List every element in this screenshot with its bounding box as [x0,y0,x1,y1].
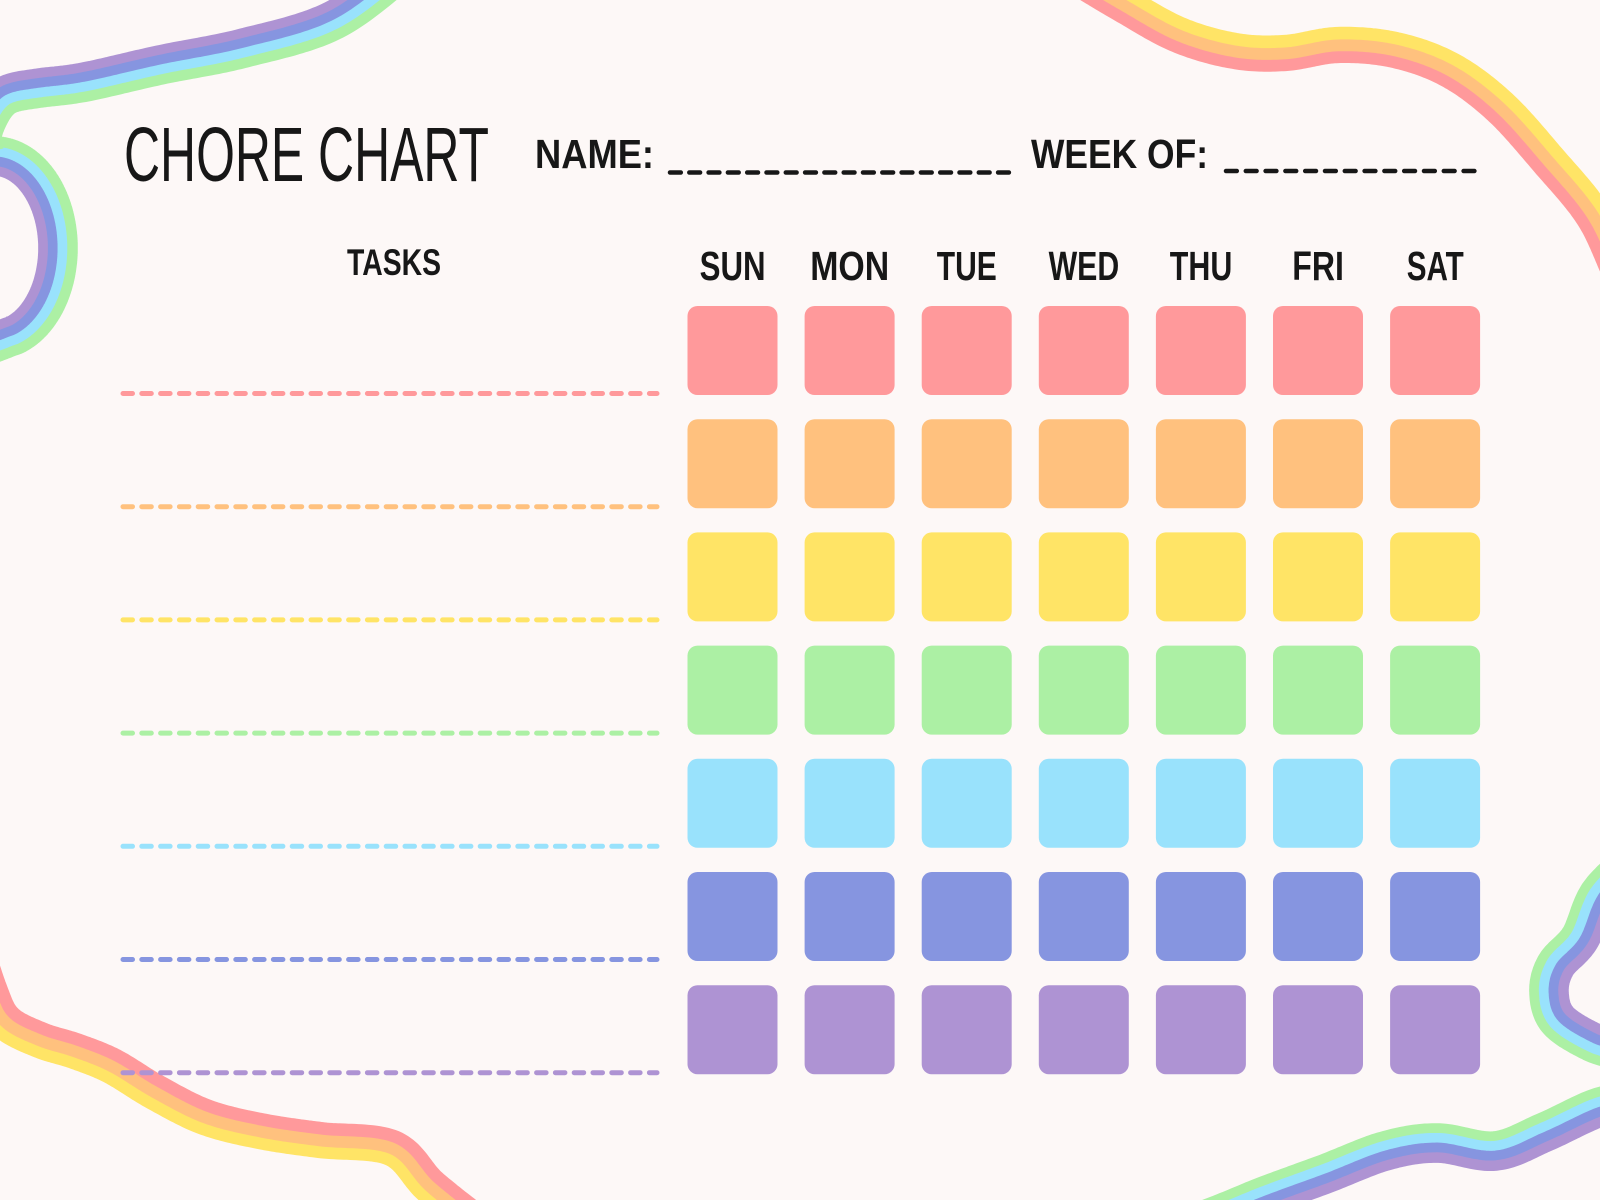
svg-text:TUE: TUE [937,243,997,289]
svg-text:CHORE CHART: CHORE CHART [124,112,489,198]
svg-text:SAT: SAT [1407,243,1464,289]
svg-text:WED: WED [1049,243,1120,289]
svg-text:THU: THU [1170,243,1233,289]
svg-text:MON: MON [810,243,889,289]
svg-text:TASKS: TASKS [347,242,441,283]
svg-text:FRI: FRI [1292,243,1344,289]
svg-text:NAME:: NAME: [535,131,654,177]
svg-text:SUN: SUN [700,243,766,289]
svg-text:WEEK OF:: WEEK OF: [1031,131,1208,177]
